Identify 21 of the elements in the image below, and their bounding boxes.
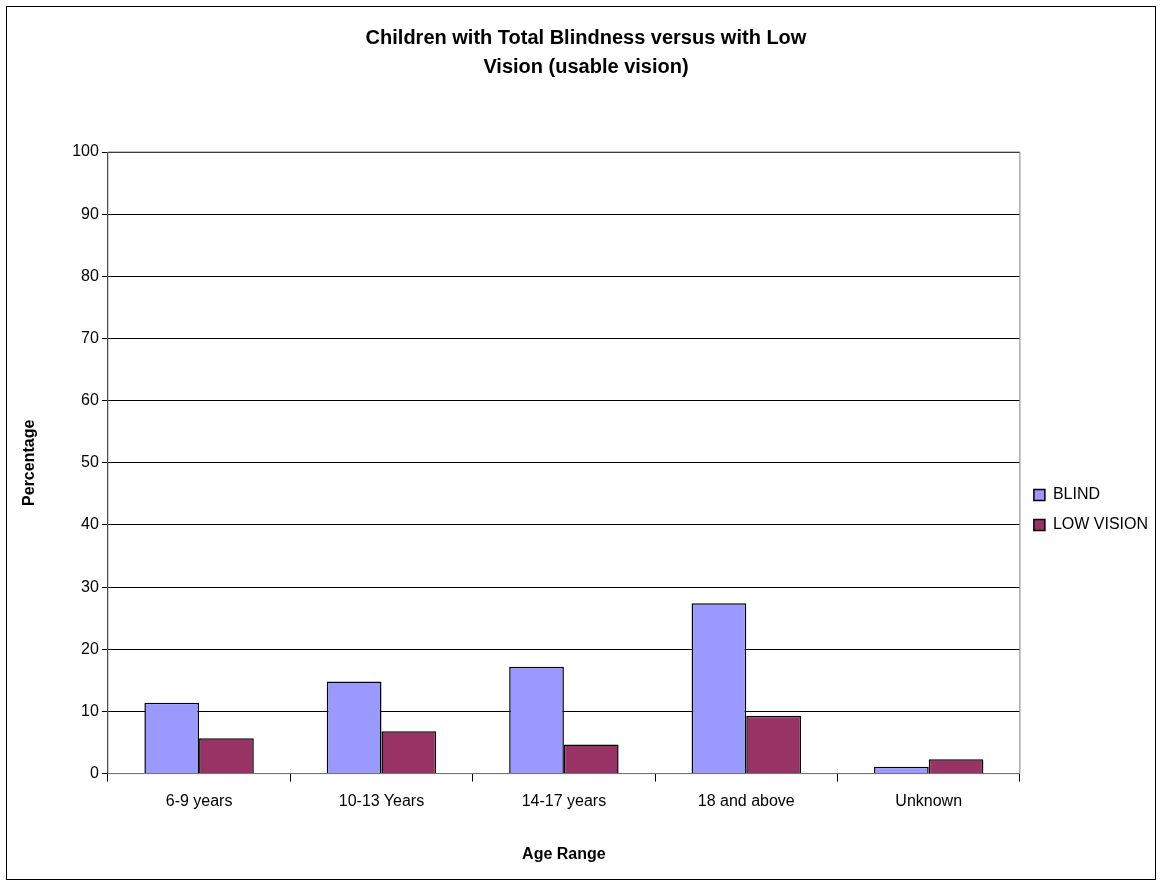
y-tick-label: 40 <box>81 515 99 533</box>
y-tick-label: 0 <box>89 764 99 782</box>
x-tick-label: 6-9 years <box>165 791 233 809</box>
y-tick-label: 100 <box>72 142 99 160</box>
y-tick-label: 10 <box>81 701 99 719</box>
x-axis-title: Age Range <box>522 844 606 862</box>
y-tick-label: 50 <box>81 453 99 471</box>
legend-label: LOW VISION <box>1052 515 1148 533</box>
x-tick-label: 18 and above <box>697 791 795 809</box>
y-tick-label: 30 <box>81 577 99 595</box>
y-tick-label: 80 <box>81 266 99 284</box>
y-tick-label: 60 <box>81 391 99 409</box>
y-tick-label: 70 <box>81 328 99 346</box>
y-tick-label: 20 <box>81 639 99 657</box>
x-tick-label: Unknown <box>895 791 963 809</box>
x-tick-label: 10-13 Years <box>338 791 425 809</box>
chart-title: Children with Total Blindness versus with Low Vision (usable vision) <box>364 25 808 79</box>
x-tick-label: 14-17 years <box>521 791 607 809</box>
y-tick-label: 90 <box>81 204 99 222</box>
y-axis-title: Percentage <box>20 419 38 506</box>
legend-label: BLIND <box>1052 485 1100 503</box>
